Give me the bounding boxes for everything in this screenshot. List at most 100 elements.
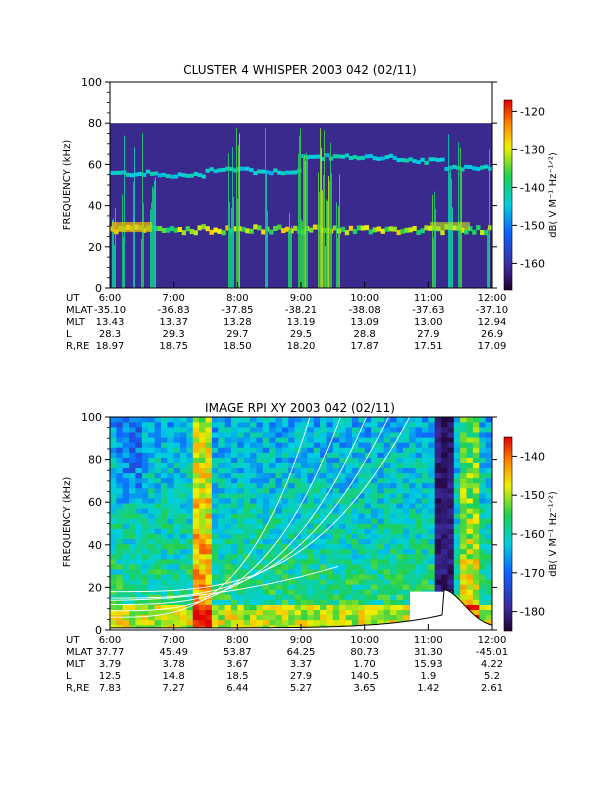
heat-cell: [135, 614, 143, 621]
heat-cell: [205, 533, 213, 540]
heat-cell: [269, 523, 276, 529]
orbit-cell: 11:00: [414, 293, 443, 304]
heat-cell: [269, 422, 276, 428]
heat-cell: [243, 609, 251, 616]
heat-cell: [256, 432, 264, 438]
heat-cell: [218, 543, 225, 550]
heat-cell: [313, 594, 321, 600]
heat-cell: [230, 609, 238, 616]
heat-cell: [275, 488, 283, 494]
heat-cell: [377, 417, 385, 423]
heat-cell: [218, 609, 225, 616]
heat-cell: [262, 538, 270, 545]
heat-cell: [110, 559, 117, 565]
heat-cell: [211, 447, 219, 453]
heat-cell: [148, 488, 155, 494]
heat-cell: [453, 523, 461, 529]
heat-cell: [472, 462, 480, 469]
band-hotspot: [112, 222, 152, 233]
heat-cell: [294, 599, 302, 605]
heat-cell: [339, 432, 346, 438]
heat-cell: [371, 477, 378, 484]
band-cell-upper: [388, 153, 393, 158]
heat-cell: [135, 533, 143, 540]
heat-cell: [135, 457, 143, 463]
heat-cell: [167, 579, 174, 585]
orbit-table-cluster: UTMLATMLTLR,RE6:00-35.1013.4328.318.977:…: [66, 282, 508, 352]
orbit-row-label: UT: [66, 635, 80, 646]
heat-cell: [135, 508, 143, 514]
band-cell-upper: [464, 164, 469, 169]
heat-cell: [160, 559, 168, 565]
heat-cell: [466, 523, 474, 529]
heat-cell: [237, 467, 244, 474]
heat-cell: [211, 559, 219, 565]
orbit-cell: 7.27: [163, 683, 185, 694]
heat-cell: [371, 579, 378, 585]
heat-cell: [415, 548, 423, 555]
heat-cell: [122, 437, 130, 443]
heat-cell: [301, 553, 308, 560]
heat-cell: [160, 528, 168, 534]
heat-cell: [262, 543, 270, 550]
heat-cell: [383, 589, 391, 595]
heat-cell: [460, 432, 467, 438]
heat-cell: [160, 513, 168, 519]
heat-cell: [453, 467, 461, 474]
heat-cell: [122, 462, 130, 469]
heat-cell: [173, 498, 181, 504]
heat-cell: [453, 579, 461, 585]
heat-cell: [122, 427, 130, 433]
heat-cell: [383, 513, 391, 519]
y-tick-label: 60: [88, 158, 102, 171]
heat-cell: [148, 523, 155, 529]
heat-cell: [409, 437, 416, 443]
heat-cell: [485, 427, 492, 433]
heat-cell: [364, 543, 372, 550]
heat-cell: [396, 594, 404, 600]
heat-cell: [122, 432, 130, 438]
heat-cell: [288, 422, 295, 428]
heat-cell: [396, 482, 404, 489]
heat-cell: [199, 518, 206, 524]
heat-cell: [358, 447, 365, 453]
heat-cell: [211, 528, 219, 534]
heat-cell: [218, 518, 225, 524]
heat-cell: [434, 477, 442, 484]
heat-cell: [205, 589, 213, 595]
heat-cell: [326, 528, 334, 534]
heat-cell: [421, 584, 429, 590]
heat-cell: [281, 604, 289, 611]
heat-cell: [148, 422, 155, 428]
heat-cell: [371, 417, 378, 423]
heat-cell: [428, 462, 435, 469]
burst-line: [133, 182, 134, 288]
heat-cell: [141, 437, 149, 443]
heat-cell: [313, 482, 321, 489]
heat-cell: [466, 498, 474, 504]
heat-cell: [332, 513, 340, 519]
heat-cell: [141, 584, 149, 590]
heat-cell: [479, 584, 486, 590]
heat-cell: [358, 528, 365, 534]
heat-cell: [313, 442, 321, 448]
heat-cell: [110, 609, 117, 616]
heat-cell: [154, 543, 162, 550]
heat-cell: [205, 498, 213, 504]
heat-cell: [243, 467, 251, 474]
heat-cell: [371, 503, 378, 509]
heat-cell: [428, 559, 435, 565]
heat-cell: [211, 442, 219, 448]
y-tick-label: 60: [88, 496, 102, 509]
heat-cell: [218, 523, 225, 529]
heat-cell: [301, 503, 308, 509]
heat-cell: [141, 553, 149, 560]
heat-cell: [205, 594, 213, 600]
y-tick-label: 100: [81, 76, 102, 89]
heat-cell: [199, 462, 206, 469]
heat-cell: [345, 564, 353, 570]
heat-cell: [441, 432, 448, 438]
y-axis-label-cluster: FREQUENCY (kHz): [62, 140, 73, 231]
heat-cell: [415, 452, 423, 458]
heat-cell: [116, 594, 124, 600]
